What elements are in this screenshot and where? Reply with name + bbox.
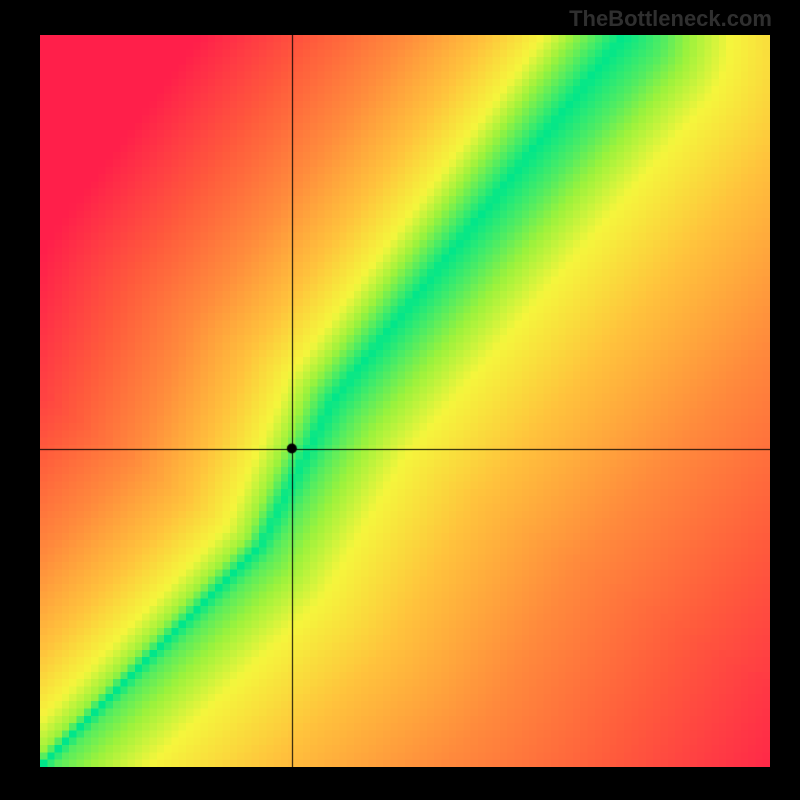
watermark-text: TheBottleneck.com <box>569 6 772 32</box>
chart-container: TheBottleneck.com <box>0 0 800 800</box>
heatmap-overlay <box>40 35 770 767</box>
